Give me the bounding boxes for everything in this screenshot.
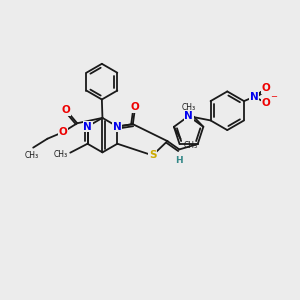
Text: O: O: [131, 102, 140, 112]
Text: −: −: [270, 92, 277, 101]
Text: H: H: [175, 156, 182, 165]
Text: O: O: [262, 98, 271, 108]
Text: CH₃: CH₃: [182, 103, 196, 112]
Text: CH₃: CH₃: [54, 150, 68, 159]
Text: N: N: [83, 122, 92, 131]
Text: N: N: [184, 111, 193, 121]
Text: CH₃: CH₃: [25, 151, 39, 160]
Text: CH₃: CH₃: [184, 141, 198, 150]
Text: N: N: [113, 122, 122, 131]
Text: S: S: [149, 150, 156, 161]
Text: N: N: [250, 92, 259, 102]
Text: O: O: [58, 127, 67, 137]
Text: O: O: [61, 105, 70, 115]
Text: O: O: [262, 83, 271, 93]
